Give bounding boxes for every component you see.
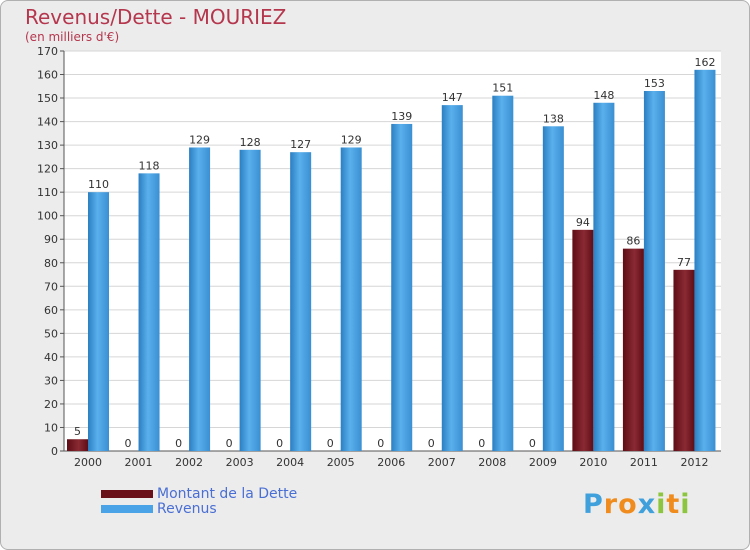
data-label-revenue-2003: 128 bbox=[240, 136, 261, 149]
data-label-revenue-2009: 138 bbox=[543, 112, 564, 125]
bar-revenue-2001 bbox=[138, 173, 160, 451]
y-tick-label: 170 bbox=[37, 45, 58, 58]
x-tick-label: 2010 bbox=[579, 456, 607, 469]
x-tick-label: 2005 bbox=[327, 456, 355, 469]
bar-debt-2012 bbox=[673, 269, 695, 451]
y-tick-label: 100 bbox=[37, 210, 58, 223]
logo-letter: i bbox=[656, 489, 667, 520]
data-label-revenue-2005: 129 bbox=[341, 133, 362, 146]
y-tick-label: 160 bbox=[37, 69, 58, 82]
bar-debt-2010 bbox=[572, 229, 594, 451]
data-label-revenue-2008: 151 bbox=[492, 82, 513, 95]
plot-area: 0102030405060708090100110120130140150160… bbox=[37, 45, 721, 469]
logo-letter: x bbox=[637, 489, 657, 520]
y-tick-label: 50 bbox=[44, 327, 58, 340]
legend-swatch-revenue bbox=[101, 505, 153, 513]
y-tick-label: 10 bbox=[44, 421, 58, 434]
data-label-debt-2001: 0 bbox=[125, 437, 132, 450]
data-label-debt-2000: 5 bbox=[74, 425, 81, 438]
data-label-revenue-2011: 153 bbox=[644, 77, 665, 90]
data-label-debt-2004: 0 bbox=[276, 437, 283, 450]
data-label-debt-2008: 0 bbox=[478, 437, 485, 450]
logo-letter: o bbox=[618, 489, 638, 520]
x-tick-label: 2007 bbox=[428, 456, 456, 469]
data-label-revenue-2004: 127 bbox=[290, 138, 311, 151]
data-label-revenue-2001: 118 bbox=[139, 159, 160, 172]
data-label-debt-2009: 0 bbox=[529, 437, 536, 450]
bar-revenue-2007 bbox=[441, 105, 463, 451]
bar-revenue-2006 bbox=[391, 123, 413, 452]
data-label-debt-2002: 0 bbox=[175, 437, 182, 450]
y-tick-label: 70 bbox=[44, 280, 58, 293]
y-tick-label: 20 bbox=[44, 398, 58, 411]
data-label-debt-2012: 77 bbox=[677, 256, 691, 269]
bar-debt-2011 bbox=[622, 248, 644, 451]
y-tick-label: 130 bbox=[37, 139, 58, 152]
y-tick-label: 110 bbox=[37, 186, 58, 199]
data-label-debt-2007: 0 bbox=[428, 437, 435, 450]
bar-revenue-2012 bbox=[694, 69, 716, 451]
bar-revenue-2010 bbox=[593, 102, 615, 451]
chart-subtitle: (en milliers d'€) bbox=[25, 30, 120, 44]
x-tick-label: 2004 bbox=[276, 456, 304, 469]
data-label-debt-2011: 86 bbox=[626, 235, 640, 248]
data-label-debt-2005: 0 bbox=[327, 437, 334, 450]
legend-label-revenue: Revenus bbox=[157, 501, 217, 517]
data-label-revenue-2006: 139 bbox=[391, 110, 412, 123]
data-label-revenue-2010: 148 bbox=[593, 89, 614, 102]
y-tick-label: 0 bbox=[51, 445, 58, 458]
x-tick-label: 2001 bbox=[125, 456, 153, 469]
x-tick-label: 2002 bbox=[175, 456, 203, 469]
x-tick-label: 2012 bbox=[680, 456, 708, 469]
bar-revenue-2008 bbox=[492, 95, 514, 452]
data-label-debt-2003: 0 bbox=[226, 437, 233, 450]
legend-swatch-debt bbox=[101, 490, 153, 498]
legend-label-debt: Montant de la Dette bbox=[157, 486, 298, 502]
bar-revenue-2002 bbox=[189, 147, 211, 451]
data-label-revenue-2012: 162 bbox=[694, 56, 715, 69]
bar-debt-2000 bbox=[67, 439, 88, 451]
y-tick-label: 60 bbox=[44, 304, 58, 317]
x-tick-label: 2011 bbox=[630, 456, 658, 469]
x-tick-label: 2000 bbox=[74, 456, 102, 469]
bar-revenue-2011 bbox=[643, 91, 665, 451]
x-tick-label: 2006 bbox=[377, 456, 405, 469]
data-label-revenue-2007: 147 bbox=[442, 91, 463, 104]
bar-revenue-2003 bbox=[239, 149, 261, 451]
x-tick-label: 2009 bbox=[529, 456, 557, 469]
y-tick-label: 140 bbox=[37, 116, 58, 129]
x-tick-label: 2003 bbox=[226, 456, 254, 469]
logo-letter: P bbox=[583, 489, 604, 520]
y-tick-label: 40 bbox=[44, 351, 58, 364]
y-tick-label: 120 bbox=[37, 163, 58, 176]
y-tick-label: 80 bbox=[44, 257, 58, 270]
logo-letter: t bbox=[666, 489, 681, 520]
data-label-debt-2010: 94 bbox=[576, 216, 590, 229]
x-tick-label: 2008 bbox=[478, 456, 506, 469]
logo-letter: i bbox=[680, 489, 691, 520]
data-label-revenue-2000: 110 bbox=[88, 178, 109, 191]
data-label-debt-2006: 0 bbox=[377, 437, 384, 450]
logo-letter: r bbox=[603, 489, 619, 520]
y-tick-label: 150 bbox=[37, 92, 58, 105]
y-tick-label: 90 bbox=[44, 233, 58, 246]
bar-revenue-2005 bbox=[340, 147, 362, 451]
bar-revenue-2009 bbox=[542, 126, 564, 451]
bar-revenue-2004 bbox=[290, 152, 312, 452]
bar-revenue-2000 bbox=[88, 192, 109, 452]
chart-title: Revenus/Dette - MOURIEZ bbox=[25, 5, 287, 29]
data-label-revenue-2002: 129 bbox=[189, 133, 210, 146]
y-tick-label: 30 bbox=[44, 374, 58, 387]
proxiti-logo: Proxiti bbox=[583, 489, 691, 520]
